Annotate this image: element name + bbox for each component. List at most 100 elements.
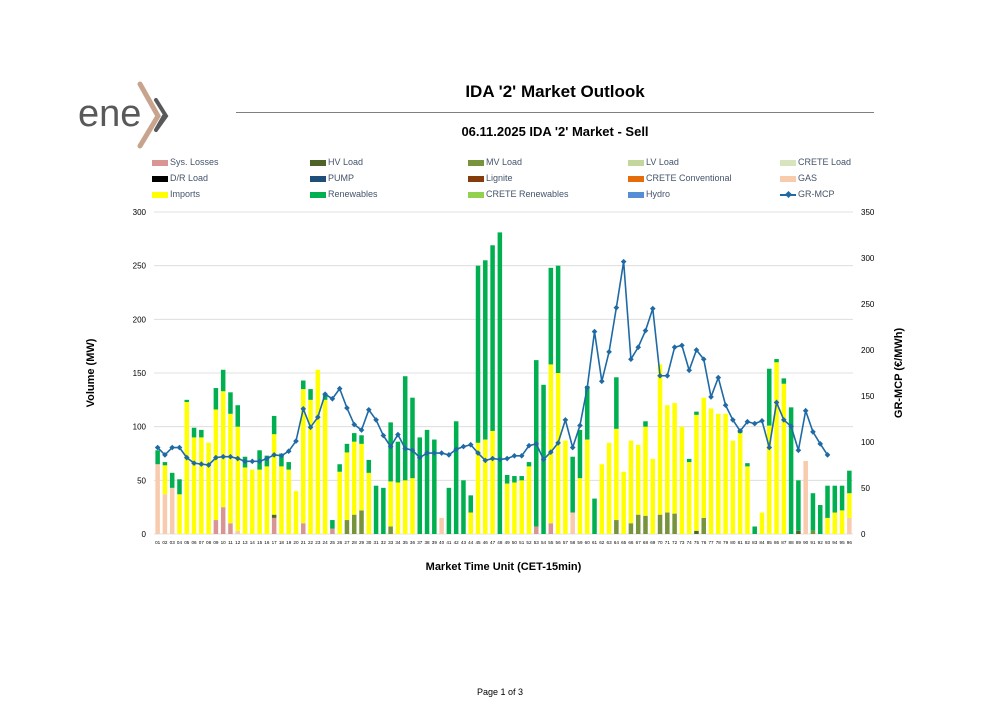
bar-renewables	[774, 359, 779, 363]
bar-renewables	[271, 415, 277, 435]
x-tick-label: 79	[723, 540, 729, 545]
x-tick-label: 88	[789, 540, 795, 545]
bar-renewables	[694, 411, 699, 415]
bar-renewables	[767, 368, 772, 426]
x-tick-label: 17	[272, 540, 278, 545]
line-marker-gr-mcp	[751, 420, 758, 427]
legend-label: PUMP	[328, 173, 355, 183]
x-tick-label: 73	[679, 540, 685, 545]
x-tick-label: 81	[738, 540, 744, 545]
bar-mv-load	[359, 510, 364, 534]
bar-sys-losses	[548, 523, 554, 534]
bar-imports	[184, 401, 190, 534]
bar-renewables	[388, 422, 393, 482]
bar-sys-losses	[213, 520, 219, 534]
x-tick-label: 43	[461, 540, 467, 545]
bar-imports	[694, 414, 699, 531]
bar-renewables	[745, 463, 750, 467]
y2-axis-label: GR-MCP (€/MWh)	[893, 328, 905, 419]
x-tick-label: 38	[424, 540, 430, 545]
legend-swatch	[152, 159, 168, 166]
line-marker-gr-mcp	[547, 449, 554, 455]
line-marker-gr-mcp	[431, 450, 438, 456]
legend-label: GAS	[798, 173, 818, 183]
y-tick-label: 200	[133, 315, 147, 324]
bar-imports	[679, 426, 685, 534]
x-tick-label: 68	[643, 540, 649, 545]
bar-imports	[286, 469, 291, 534]
bar-imports	[468, 512, 473, 534]
x-tick-label: 76	[701, 540, 707, 545]
x-tick-label: 35	[403, 540, 409, 545]
line-marker-gr-mcp	[285, 448, 292, 455]
line-marker-gr-mcp	[810, 429, 816, 435]
bar-renewables	[301, 380, 306, 390]
line-marker-gr-mcp	[671, 344, 678, 351]
x-tick-label: 48	[497, 540, 503, 545]
bar-imports	[701, 397, 706, 518]
line-marker-gr-mcp	[489, 455, 496, 462]
y2-tick-label: 150	[861, 392, 875, 401]
bar-gas	[162, 494, 168, 534]
line-marker-gr-mcp	[773, 399, 780, 406]
x-tick-label: 85	[767, 540, 773, 545]
line-marker-gr-mcp	[737, 428, 743, 434]
line-marker-gr-mcp	[314, 414, 321, 420]
bar-imports	[672, 403, 677, 514]
line-marker-gr-mcp	[533, 441, 540, 447]
legend-item-hydro: Hydro	[628, 188, 670, 200]
bar-sys-losses	[220, 507, 226, 534]
bar-renewables	[402, 376, 408, 481]
y2-tick-label: 300	[861, 254, 875, 263]
x-tick-label: 16	[264, 540, 270, 545]
legend-item-gas: GAS	[780, 172, 817, 184]
logo-text-en: ene	[78, 93, 141, 135]
bar-renewables	[177, 479, 182, 495]
x-tick-label: 09	[213, 540, 219, 545]
line-marker-gr-mcp	[715, 374, 722, 381]
line-marker-gr-mcp	[329, 395, 336, 402]
x-tick-label: 95	[840, 540, 846, 545]
x-tick-label: 50	[512, 540, 518, 545]
x-tick-label: 84	[759, 540, 765, 545]
bar-imports	[308, 399, 313, 534]
legend-swatch	[628, 191, 644, 198]
bar-mv-load	[628, 523, 634, 534]
bar-imports	[483, 439, 488, 534]
legend-swatch	[310, 159, 326, 166]
line-marker-gr-mcp	[744, 418, 751, 425]
y-tick-label: 250	[133, 262, 147, 271]
legend-item-crete-renewables: CRETE Renewables	[468, 188, 569, 200]
bar-imports	[825, 517, 830, 534]
bar-sys-losses	[330, 528, 335, 534]
legend-swatch	[780, 159, 796, 166]
x-tick-label: 28	[352, 540, 358, 545]
bar-gas	[847, 517, 852, 534]
line-marker-gr-mcp	[256, 458, 263, 465]
x-tick-label: 40	[439, 540, 445, 545]
bar-renewables	[788, 407, 794, 534]
bar-renewables	[235, 405, 240, 427]
logo-chevron-small	[154, 98, 169, 132]
bar-imports	[490, 430, 495, 534]
bar-renewables	[199, 429, 204, 438]
x-tick-label: 67	[636, 540, 642, 545]
x-tick-label: 91	[810, 540, 816, 545]
bar-renewables	[381, 487, 386, 534]
bar-mv-load	[657, 514, 663, 534]
x-tick-label: 04	[177, 540, 183, 545]
legend-swatch	[780, 175, 796, 182]
x-tick-label: 29	[359, 540, 365, 545]
bar-imports	[177, 494, 182, 534]
line-marker-gr-mcp	[242, 458, 248, 465]
bar-hv-load	[796, 530, 801, 534]
bar-renewables	[417, 437, 423, 534]
bar-renewables	[796, 480, 801, 531]
x-tick-label: 42	[454, 540, 460, 545]
legend-item-crete-load: CRETE Load	[780, 156, 851, 168]
y-tick-label: 300	[133, 208, 147, 217]
bar-renewables	[519, 476, 524, 481]
bar-renewables	[555, 265, 561, 373]
line-marker-gr-mcp	[504, 455, 510, 462]
x-tick-label: 03	[170, 540, 176, 545]
